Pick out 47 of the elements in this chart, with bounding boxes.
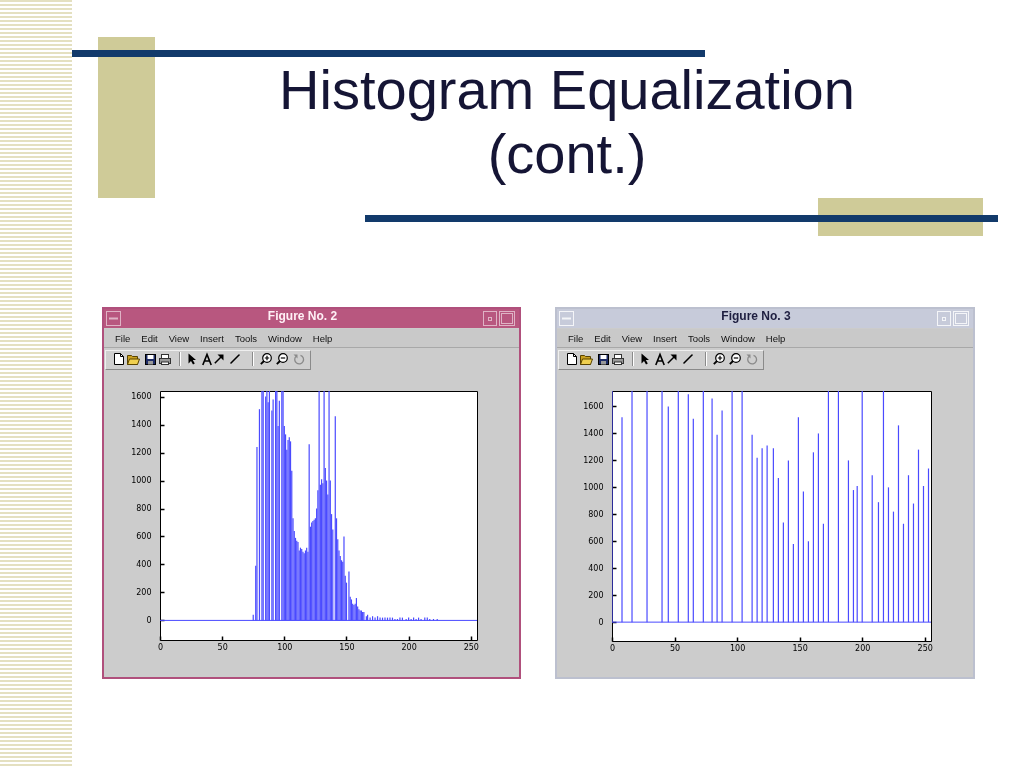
y-tick-label: 600 (136, 531, 152, 541)
y-tick-label: 200 (588, 590, 604, 600)
x-tick-label: 50 (669, 643, 681, 653)
y-tick-label: 200 (136, 587, 152, 597)
y-tick-label: 800 (136, 504, 152, 514)
y-tick-label: 1600 (131, 392, 152, 402)
text: Tools (234, 332, 258, 345)
text: Help (765, 332, 786, 345)
text: Edit (594, 332, 611, 345)
text: View (168, 332, 190, 345)
x-tick-label: 150 (792, 643, 808, 653)
text: Window (721, 332, 755, 345)
chart-subtitle: Figure No. 2 (266, 309, 339, 325)
x-tick-label: 250 (463, 642, 479, 652)
x-tick-label: 200 (855, 643, 871, 653)
y-tick-label: 1200 (131, 448, 152, 458)
y-tick-label: 1600 (583, 402, 604, 411)
y-tick-label: 0 (598, 617, 604, 627)
text: Tools (687, 332, 711, 345)
x-tick-label: 250 (917, 643, 933, 653)
text: Insert (653, 332, 677, 345)
x-tick-label: 100 (729, 643, 746, 653)
y-tick-label: 800 (588, 509, 604, 519)
y-tick-label: 1400 (131, 420, 152, 430)
y-tick-label: 400 (136, 559, 152, 569)
y-tick-label: 1000 (583, 482, 604, 492)
x-tick-label: 0 (609, 643, 616, 653)
x-tick-label: 50 (217, 642, 228, 652)
text: View (621, 332, 643, 345)
y-tick-label: 1200 (583, 455, 604, 465)
y-tick-label: 1400 (583, 428, 604, 438)
text: Window (268, 332, 302, 345)
text: File (115, 332, 131, 345)
y-tick-label: 400 (588, 563, 604, 573)
y-tick-label: 1000 (131, 476, 152, 486)
x-tick-label: 0 (157, 642, 164, 652)
x-tick-label: 150 (339, 642, 355, 652)
text: Insert (200, 332, 224, 345)
chart-title: Histogram Equalization (cont.) (278, 58, 856, 186)
text: Edit (141, 332, 158, 345)
text: Help (312, 332, 333, 345)
y-tick-label: 600 (588, 536, 604, 546)
x-tick-label: 200 (401, 642, 417, 652)
text: File (568, 332, 584, 345)
chart-subtitle: Figure No. 3 (720, 309, 792, 325)
x-tick-label: 100 (277, 642, 293, 652)
y-tick-label: 0 (146, 615, 152, 625)
